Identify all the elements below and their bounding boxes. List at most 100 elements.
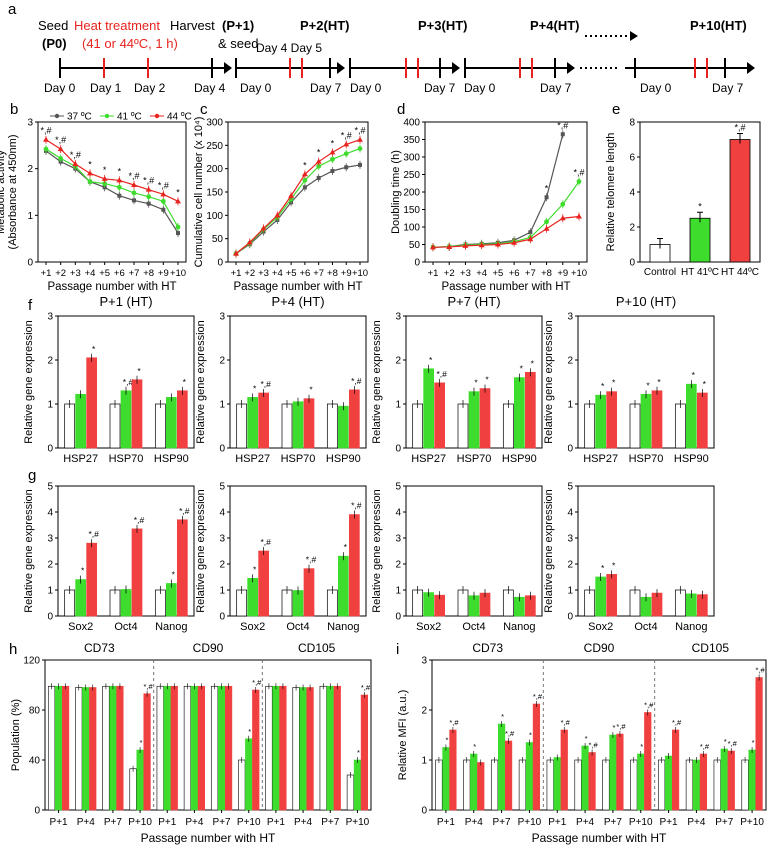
significance-mark: * bbox=[520, 364, 524, 374]
timeline-arrow bbox=[452, 62, 460, 74]
significance-mark: * bbox=[92, 344, 96, 354]
y-tick-label: 4 bbox=[629, 188, 635, 199]
bar bbox=[434, 382, 446, 449]
significance-mark: *,# bbox=[436, 369, 447, 379]
bar bbox=[720, 748, 728, 811]
x-tick-label: +3 bbox=[258, 268, 269, 279]
bar bbox=[696, 392, 708, 449]
y-tick-label: 300 bbox=[206, 118, 223, 129]
series-line bbox=[432, 215, 580, 248]
panel-label: g bbox=[28, 467, 36, 484]
x-tick-label: P+1 bbox=[660, 817, 679, 828]
x-tick-label: HSP70 bbox=[457, 453, 492, 465]
data-point bbox=[559, 215, 566, 221]
day-label: Day 7 bbox=[540, 81, 572, 95]
panel-label: e bbox=[612, 101, 620, 118]
y-axis-label: Relative gene expression bbox=[371, 320, 383, 444]
y-tick-label: 0 bbox=[414, 258, 420, 269]
panel-label: i bbox=[396, 641, 399, 658]
heat-condition-text: (41 or 44ºC, 1 h) bbox=[82, 36, 178, 51]
bar bbox=[606, 391, 618, 449]
bar bbox=[657, 759, 666, 811]
x-tick-label: Nanog bbox=[327, 621, 359, 633]
bar bbox=[47, 685, 56, 811]
ellipsis-arrowhead bbox=[630, 31, 638, 41]
significance-mark: * bbox=[253, 564, 257, 574]
chart-f1: f P+1 (HT) 0 1 2 3 Relative gene expression * HS… bbox=[23, 294, 195, 465]
significance-mark: *,# bbox=[533, 692, 543, 701]
data-point bbox=[543, 225, 550, 231]
bar bbox=[497, 723, 506, 811]
x-tick-label: +5 bbox=[286, 268, 297, 279]
y-tick-label: 0 bbox=[217, 258, 223, 269]
bar bbox=[109, 403, 121, 449]
bar bbox=[616, 733, 624, 811]
x-tick-label: P+7 bbox=[604, 817, 623, 828]
data-point bbox=[576, 213, 582, 219]
bar bbox=[129, 768, 137, 811]
bar bbox=[337, 555, 349, 617]
series-line bbox=[432, 181, 580, 248]
data-point bbox=[175, 198, 181, 204]
y-tick-label: 2 bbox=[27, 164, 33, 175]
chart-title: P+4 (HT) bbox=[271, 294, 324, 309]
bar bbox=[546, 759, 554, 811]
bar bbox=[176, 519, 188, 617]
bar bbox=[584, 403, 596, 449]
bar bbox=[131, 528, 143, 617]
panel-label: d bbox=[397, 101, 405, 118]
panel-label: f bbox=[28, 297, 33, 314]
significance-mark: * bbox=[724, 737, 727, 746]
significance-mark: *,# bbox=[179, 506, 190, 516]
y-tick-label: 3 bbox=[219, 534, 225, 545]
data-point bbox=[430, 244, 436, 250]
bar bbox=[423, 368, 435, 449]
data-point bbox=[116, 184, 122, 190]
significance-mark: * bbox=[137, 366, 141, 376]
x-tick-label: HSP90 bbox=[326, 453, 361, 465]
x-tick-label: Oct4 bbox=[462, 621, 485, 633]
bar bbox=[348, 389, 360, 449]
significance-mark: *,# bbox=[260, 379, 271, 389]
data-point bbox=[301, 171, 308, 177]
axis-frame bbox=[37, 121, 187, 263]
significance-mark: *,# bbox=[561, 718, 571, 727]
significance-mark: *,# bbox=[123, 377, 134, 387]
x-tick-label: +2 bbox=[55, 268, 66, 279]
data-point bbox=[131, 182, 137, 187]
y-tick-label: 50 bbox=[409, 240, 421, 251]
x-tick-label: HSP27 bbox=[411, 453, 446, 465]
data-point bbox=[146, 201, 151, 206]
significance-mark: * bbox=[531, 358, 535, 368]
axis-frame bbox=[44, 659, 372, 811]
bar bbox=[629, 403, 641, 449]
y-tick-label: 0 bbox=[219, 444, 225, 455]
day-label: Day 0 bbox=[350, 81, 382, 95]
y-tick-label: 8 bbox=[629, 118, 635, 129]
x-tick-label: Nanog bbox=[503, 621, 535, 633]
y-axis-label: Metabolic activity bbox=[0, 150, 7, 234]
day-label: Day 7 bbox=[310, 81, 342, 95]
data-point bbox=[146, 194, 152, 200]
significance-mark: * bbox=[253, 383, 257, 393]
significance-mark: *,# bbox=[40, 126, 51, 136]
group-title: CD73 bbox=[84, 641, 115, 655]
bar bbox=[588, 752, 596, 811]
group-title: CD90 bbox=[193, 641, 224, 655]
significance-mark: * bbox=[612, 378, 616, 388]
significance-mark: *,# bbox=[616, 722, 626, 731]
data-point bbox=[462, 242, 469, 248]
x-tick-label: P+10 bbox=[740, 817, 764, 828]
y-tick-label: 2 bbox=[567, 356, 573, 367]
y-axis-label: Relative gene expression bbox=[543, 489, 555, 613]
x-tick-label: HSP70 bbox=[281, 453, 316, 465]
bar bbox=[685, 383, 697, 449]
significance-mark: *,# bbox=[361, 683, 371, 692]
bar bbox=[664, 755, 673, 811]
significance-mark: * bbox=[344, 542, 348, 552]
y-axis-label: Relative gene expression bbox=[371, 489, 383, 613]
significance-mark: *,# bbox=[252, 678, 262, 687]
y-tick-label: 1 bbox=[421, 756, 427, 767]
